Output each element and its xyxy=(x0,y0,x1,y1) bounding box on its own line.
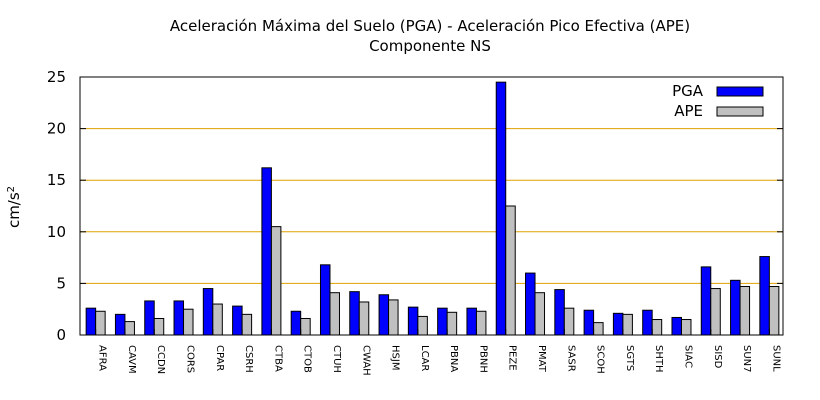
y-axis-label-text: cm/s xyxy=(5,192,23,228)
bar-pga-pbnh xyxy=(466,307,477,336)
bar-pga-ccdn xyxy=(144,300,155,336)
bar-ape-cavm xyxy=(124,321,135,336)
x-tick-label-pbna: PBNA xyxy=(448,345,459,372)
bar-ape-ctba xyxy=(270,226,282,336)
x-tick-label-ccdn: CCDN xyxy=(155,345,166,374)
y-tick-label: 10 xyxy=(47,223,66,241)
bar-pga-hsjm xyxy=(378,294,390,336)
bar-ape-hsjm xyxy=(388,299,399,336)
legend: PGA APE xyxy=(672,82,764,120)
chart-subtitle: Componente NS xyxy=(369,37,491,55)
bar-ape-scoh xyxy=(593,322,604,336)
y-axis-label: cm/s2 xyxy=(5,186,23,228)
bar-ape-sgts xyxy=(622,313,633,336)
x-tick-label-ctob: CTOB xyxy=(302,345,313,373)
y-axis-label-superscript: 2 xyxy=(6,186,17,192)
bar-pga-pmat xyxy=(525,272,536,336)
legend-label-pga: PGA xyxy=(672,82,704,100)
bar-pga-shth xyxy=(642,309,653,336)
bars-group xyxy=(85,81,780,336)
bar-ape-ccdn xyxy=(153,317,165,336)
bar-pga-afra xyxy=(85,307,97,336)
y-tick-label: 20 xyxy=(47,120,66,138)
x-tick-label-afra: AFRA xyxy=(97,345,108,371)
bar-ape-sisd xyxy=(710,288,721,336)
bar-pga-siac xyxy=(671,316,682,336)
bar-pga-sasr xyxy=(554,289,565,336)
bar-pga-sisd xyxy=(700,266,712,336)
bar-ape-afra xyxy=(95,310,106,336)
bar-ape-sunl xyxy=(768,285,780,336)
bar-pga-scoh xyxy=(583,309,595,336)
x-tick-label-csrh: CSRH xyxy=(243,345,254,373)
bar-pga-sunl xyxy=(759,256,770,336)
bar-ape-shth xyxy=(651,319,663,336)
bar-ape-ctuh xyxy=(329,292,340,336)
x-tick-label-siac: SIAC xyxy=(682,345,693,368)
y-tick-label: 25 xyxy=(47,68,66,86)
axes xyxy=(79,76,784,336)
x-tick-label-scoh: SCOH xyxy=(595,345,606,374)
bar-ape-cpar xyxy=(212,303,223,336)
y-tick-label: 5 xyxy=(56,274,66,292)
x-tick-labels: AFRA CAVM CCDN CORS CPAR CSRH CTBA CTOB CTUH CWAH… xyxy=(97,345,782,376)
x-tick-label-shth: SHTH xyxy=(653,345,664,373)
bar-ape-sun7 xyxy=(739,285,751,336)
bar-pga-cwah xyxy=(349,291,360,336)
x-tick-label-pbnh: PBNH xyxy=(477,345,488,373)
x-tick-label-sunl: SUNL xyxy=(770,345,781,372)
bar-pga-ctob xyxy=(290,310,302,336)
bar-pga-pbna xyxy=(437,307,448,336)
bar-ape-pbna xyxy=(446,311,458,336)
x-tick-label-sisd: SISD xyxy=(712,345,723,369)
bar-pga-sgts xyxy=(612,312,624,336)
plot-frame xyxy=(79,76,784,336)
x-tick-label-lcar: LCAR xyxy=(419,345,430,371)
bar-pga-cavm xyxy=(114,313,126,336)
x-tick-label-ctba: CTBA xyxy=(272,345,283,372)
bar-ape-csrh xyxy=(241,313,253,336)
svg-text:cm/s2: cm/s2 xyxy=(5,186,23,228)
bar-ape-cwah xyxy=(358,301,370,336)
bar-ape-sasr xyxy=(563,307,575,336)
bar-pga-cpar xyxy=(202,288,214,336)
x-tick-label-hsjm: HSJM xyxy=(390,345,401,370)
y-tick-labels: 0 5 10 15 20 25 xyxy=(47,68,66,344)
x-tick-label-sun7: SUN7 xyxy=(741,345,752,373)
bar-pga-peze xyxy=(495,81,507,336)
bar-ape-pbnh xyxy=(475,310,487,336)
legend-swatch-ape xyxy=(716,106,764,117)
x-tick-label-peze: PEZE xyxy=(507,345,518,371)
bar-ape-lcar xyxy=(417,315,428,336)
legend-swatch-pga xyxy=(716,86,764,97)
bar-pga-ctuh xyxy=(319,264,331,336)
x-tick-label-sasr: SASR xyxy=(565,345,576,372)
bar-ape-cors xyxy=(183,308,194,336)
bar-ape-pmat xyxy=(534,292,546,336)
x-tick-label-sgts: SGTS xyxy=(624,345,635,371)
x-tick-label-pmat: PMAT xyxy=(536,345,547,373)
x-tick-label-cpar: CPAR xyxy=(214,345,225,371)
bar-ape-peze xyxy=(505,205,516,336)
x-tick-label-cavm: CAVM xyxy=(126,345,137,374)
bar-ape-siac xyxy=(680,319,692,336)
x-tick-label-cors: CORS xyxy=(185,345,196,373)
bar-pga-cors xyxy=(173,300,185,336)
bar-pga-lcar xyxy=(407,306,419,336)
x-tick-label-ctuh: CTUH xyxy=(331,345,342,373)
bar-pga-csrh xyxy=(232,305,243,336)
x-tick-label-cwah: CWAH xyxy=(360,345,371,376)
legend-label-ape: APE xyxy=(674,102,703,120)
y-tick-label: 15 xyxy=(47,171,66,189)
bar-pga-sun7 xyxy=(730,279,741,336)
y-tick-label: 0 xyxy=(56,326,66,344)
bar-ape-ctob xyxy=(300,317,311,336)
chart-title: Aceleración Máxima del Suelo (PGA) - Ace… xyxy=(170,17,690,35)
bar-pga-ctba xyxy=(261,167,272,336)
